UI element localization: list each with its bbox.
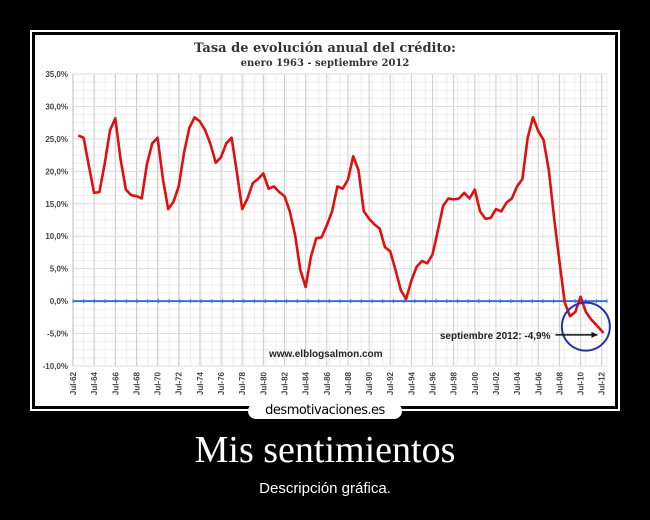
y-tick-label: 20,0% [45,167,68,176]
x-tick-label: Jul-80 [259,371,268,395]
x-tick-label: Jul-12 [598,371,607,395]
y-tick-label: 15,0% [45,200,68,209]
chart-title: Tasa de evolución anual del crédito: [194,41,456,56]
x-tick-label: Jul-78 [238,371,247,395]
x-tick-label: Jul-74 [196,371,205,395]
x-tick-label: Jul-04 [513,371,522,395]
credit-growth-line [77,116,605,334]
x-tick-label: Jul-90 [365,371,374,395]
y-tick-label: 35,0% [45,70,68,79]
y-tick-label: 25,0% [45,135,68,144]
poster-description: Descripción gráfica. [259,480,391,497]
x-tick-label: Jul-64 [90,371,99,395]
y-tick-label: 0,0% [50,297,68,306]
x-tick-label: Jul-02 [492,371,501,395]
y-tick-label: 30,0% [45,102,68,111]
line-chart: Jul-62 Jul-64 Jul-66 Jul-68 Jul-70 Jul-72 Jul-… [43,70,611,395]
poster-frame: Tasa de evolución anual del crédito: ene… [30,30,620,411]
x-tick-label: Jul-86 [323,371,332,395]
x-tick-label: Jul-00 [471,371,480,395]
x-tick-label: Jul-66 [111,371,120,395]
x-tick-label: Jul-68 [132,371,141,395]
x-tick-label: Jul-76 [217,371,226,395]
x-tick-label: Jul-08 [555,371,564,395]
x-tick-label: Jul-82 [280,371,289,395]
y-tick-label: 10,0% [45,232,68,241]
x-tick-label: Jul-96 [429,371,438,395]
watermark-url: www.elblogsalmon.com [268,349,383,360]
x-tick-label: Jul-94 [407,371,416,395]
chart-image: Tasa de evolución anual del crédito: ene… [35,35,615,406]
site-logo[interactable]: desmotivaciones.es [248,403,402,419]
y-tick-label: -10,0% [43,362,68,371]
x-tick-label: Jul-62 [69,371,78,395]
y-tick-label: 5,0% [50,265,68,274]
chart-subtitle: enero 1963 - septiembre 2012 [240,58,410,69]
annotation-label: septiembre 2012: -4,9% [440,331,551,342]
x-tick-label: Jul-70 [154,371,163,395]
poster-title: Mis sentimientos [194,429,456,471]
x-tick-label: Jul-10 [577,371,586,395]
x-tick-label: Jul-84 [302,371,311,395]
highlight-circle [560,301,611,352]
x-tick-label: Jul-72 [175,371,184,395]
x-tick-label: Jul-92 [386,371,395,395]
x-tick-label: Jul-88 [344,371,353,395]
x-tick-label: Jul-06 [534,371,543,395]
y-tick-label: -5,0% [47,330,68,339]
x-tick-label: Jul-98 [450,371,459,395]
